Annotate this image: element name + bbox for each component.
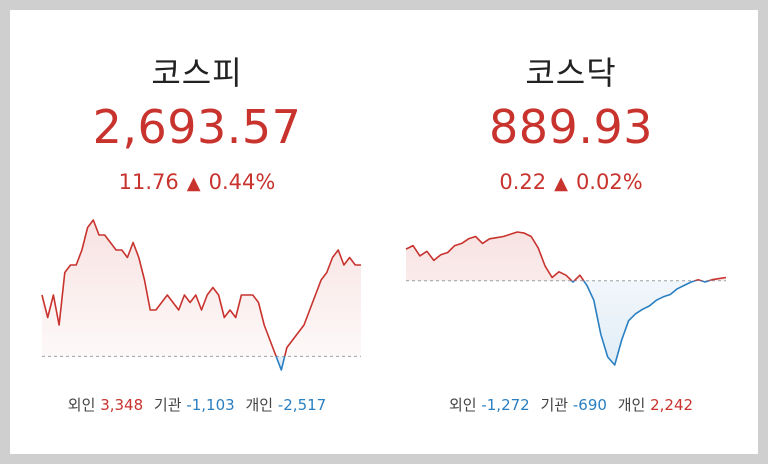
- foreign-label: 외인: [448, 396, 477, 414]
- change-percent: 0.02%: [575, 170, 643, 194]
- index-title: 코스피: [151, 54, 243, 92]
- market-index-card: 코스피 2,693.57 11.76 ▲ 0.44% 외인 3,348 기관 -1,…: [10, 10, 758, 454]
- individual-value: 2,242: [650, 396, 694, 414]
- index-value: 889.93: [489, 100, 653, 154]
- intraday-chart: [41, 219, 361, 371]
- intraday-chart: [405, 231, 727, 366]
- kosdaq-panel[interactable]: 코스닥 889.93 0.22 ▲ 0.02% 외인 -1,272 기관 -690 …: [384, 10, 758, 454]
- institution-value: -1,103: [186, 396, 235, 414]
- area-above-baseline: [42, 220, 361, 357]
- change-amount: 11.76: [118, 170, 179, 194]
- institution-label: 기관: [540, 396, 569, 414]
- individual-value: -2,517: [277, 396, 327, 414]
- foreign-value: -1,272: [481, 396, 530, 414]
- up-arrow-icon: ▲: [554, 173, 568, 194]
- area-below-baseline: [406, 280, 726, 365]
- price-line-up: [405, 231, 727, 281]
- index-title: 코스닥: [525, 54, 617, 92]
- index-change: 0.22 ▲ 0.02%: [384, 170, 758, 194]
- individual-label: 개인: [245, 396, 274, 414]
- index-value: 2,693.57: [92, 100, 302, 154]
- foreign-label: 외인: [67, 396, 96, 414]
- index-change: 11.76 ▲ 0.44%: [10, 170, 384, 194]
- price-line-up: [41, 219, 361, 357]
- up-arrow-icon: ▲: [186, 173, 201, 194]
- price-line-down: [570, 280, 712, 366]
- institution-value: -690: [572, 396, 607, 414]
- kospi-panel[interactable]: 코스피 2,693.57 11.76 ▲ 0.44% 외인 3,348 기관 -1,…: [10, 10, 384, 454]
- foreign-value: 3,348: [100, 396, 144, 414]
- change-amount: 0.22: [499, 170, 547, 194]
- investor-flows: 외인 -1,272 기관 -690 개인 2,242: [384, 394, 758, 415]
- individual-label: 개인: [617, 396, 646, 414]
- change-percent: 0.44%: [208, 170, 276, 194]
- investor-flows: 외인 3,348 기관 -1,103 개인 -2,517: [10, 394, 384, 415]
- institution-label: 기관: [153, 396, 182, 414]
- area-above-baseline: [406, 232, 726, 281]
